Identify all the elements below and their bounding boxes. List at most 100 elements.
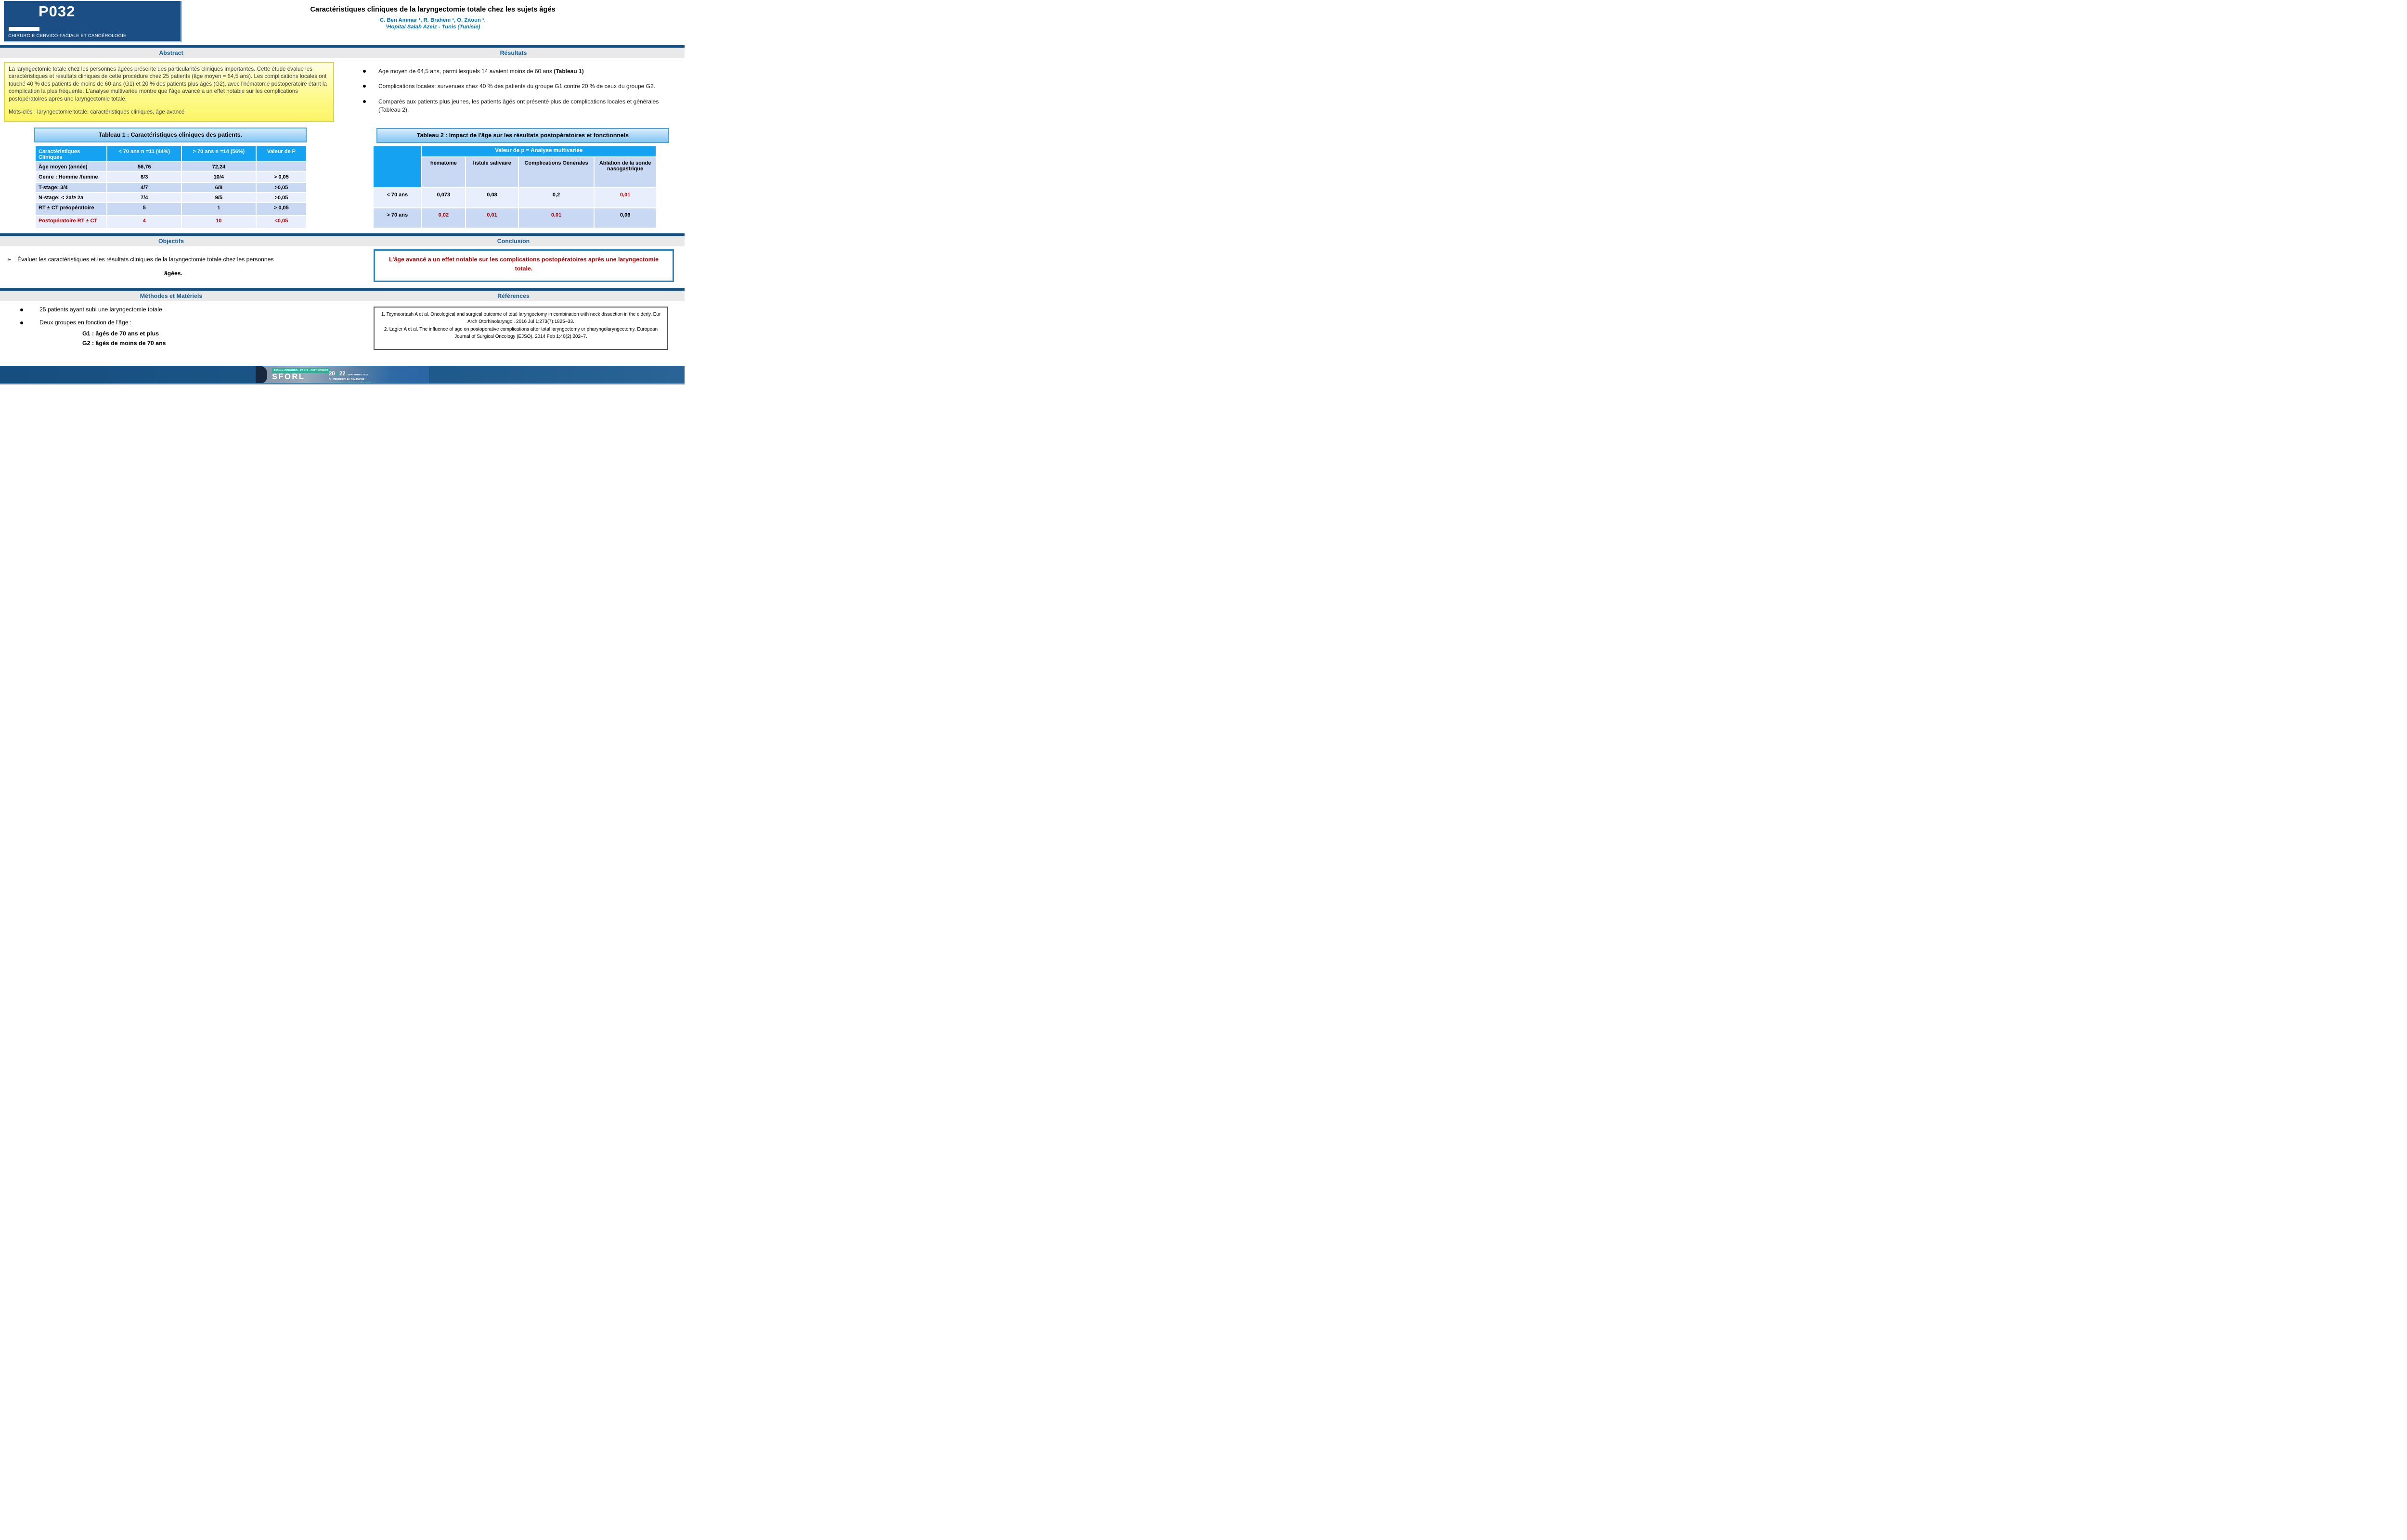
- cell: 10: [182, 216, 256, 228]
- table-row: < 70 ans 0,073 0,08 0,2 0,01: [374, 188, 656, 207]
- face-silhouette-icon: [256, 366, 267, 383]
- row-label: T-stage: 3/4: [36, 183, 107, 192]
- table-row: hématome fistule salivaire Complications…: [374, 157, 656, 187]
- methods-list: 25 patients ayant subi une laryngectomie…: [19, 306, 332, 332]
- row-label: Âge moyen (année): [36, 162, 107, 171]
- bullet-icon: [20, 308, 23, 311]
- header-box: P032 CHIRURGIE CERVICO-FACIALE ET CANCÉR…: [4, 1, 182, 42]
- section-title-objectives: Objectifs: [158, 238, 184, 244]
- cell: 10/4: [182, 172, 256, 182]
- list-item: Age moyen de 64,5 ans, parmi lesquels 14…: [362, 67, 678, 76]
- date-line: 20 22 SEPTEMBRE 2024: [329, 369, 372, 378]
- department-label: CHIRURGIE CERVICO-FACIALE ET CANCÉROLOGI…: [8, 33, 127, 38]
- cell: 0,2: [518, 188, 594, 207]
- divider-middle-2: [0, 288, 685, 291]
- header-dash: [9, 27, 39, 31]
- row-label: Genre : Homme /femme: [36, 172, 107, 182]
- section-title-conclusion: Conclusion: [497, 238, 530, 244]
- affiliation-line: ¹Hopital Salah Azeiz - Tunis (Tunisie): [385, 24, 480, 30]
- table2-caption: Tableau 2 : Impact de l'âge sur les résu…: [376, 128, 669, 143]
- cell: 56,76: [107, 162, 181, 171]
- sforl-logo: SFORL: [272, 372, 305, 381]
- arrow-triangle-icon: [336, 372, 338, 375]
- section-band-2: Objectifs Conclusion: [0, 236, 685, 246]
- cell: 7/4: [107, 193, 181, 202]
- table1: Caractéristiques Cliniques < 70 ans n =1…: [35, 145, 307, 229]
- reference-item: 1. Teymoortash A et al. Oncological and …: [381, 312, 661, 325]
- abstract-box: La laryngectomie totale chez les personn…: [4, 62, 334, 122]
- bullet-icon: [363, 100, 366, 103]
- cell: 0,073: [422, 188, 466, 207]
- row-label: N-stage: < 2a/≥ 2a: [36, 193, 107, 202]
- table-row: Caractéristiques Cliniques < 70 ans n =1…: [36, 146, 306, 161]
- result-text: Age moyen de 64,5 ans, parmi lesquels 14…: [378, 68, 554, 75]
- table2: Valeur de p = Analyse multivariée hémato…: [373, 145, 657, 229]
- abstract-keywords: Mots-clés : laryngectomie totale, caract…: [9, 109, 185, 116]
- date-days: DU VENDREDI AU DIMANCHE: [329, 378, 364, 381]
- cell: 9/5: [182, 193, 256, 202]
- column-header: fistule salivaire: [466, 157, 518, 187]
- list-item: Comparés aux patients plus jeunes, les p…: [362, 98, 678, 115]
- congress-chip: 130ème CONGRÈS - PARIS - CNIT FOREST: [272, 368, 330, 373]
- cell: 0,01: [518, 208, 594, 228]
- poster: P032 CHIRURGIE CERVICO-FACIALE ET CANCÉR…: [0, 0, 685, 385]
- conclusion-box: L'âge avancé a un effet notable sur les …: [374, 249, 674, 282]
- cell: 0,01: [595, 188, 656, 207]
- bullet-icon: [20, 321, 23, 324]
- group-definitions: G1 : âgés de 70 ans et plus G2 : âgés de…: [82, 329, 166, 348]
- header-title-block: Caractéristiques cliniques de la larynge…: [183, 6, 683, 30]
- objectives-line: ➢ Évaluer les caractéristiques et les rés…: [7, 256, 340, 263]
- column-header: Ablation de la sonde nasogastrique: [595, 157, 656, 187]
- column-header: Valeur de P: [256, 146, 306, 161]
- table-row: RT ± CT préopératoire 5 1 > 0,05: [36, 203, 306, 215]
- list-item: 25 patients ayant subi une laryngectomie…: [19, 306, 332, 313]
- result-text: Complications locales: survenues chez 40…: [378, 83, 656, 90]
- divider-top: [0, 45, 685, 48]
- cell: >0,05: [256, 193, 306, 202]
- bullet-icon: [363, 70, 366, 73]
- abstract-text: La laryngectomie totale chez les personn…: [9, 66, 327, 102]
- poster-id: P032: [39, 3, 76, 20]
- result-bold: (Tableau 1): [554, 68, 584, 75]
- table-row: Âge moyen (année) 56,76 72,24: [36, 162, 306, 171]
- authors-line: C. Ben Ammar ¹, R. Brahem ¹, O. Zitoun ¹…: [380, 17, 486, 23]
- cell: 0,01: [466, 208, 518, 228]
- objectives-text: Évaluer les caractéristiques et les résu…: [17, 256, 274, 263]
- section-band-1: Abstract Résultats: [0, 48, 685, 58]
- venue-line: CNIT FOREST - PARIS LA DÉFENSE: [329, 382, 372, 383]
- results-list: Age moyen de 64,5 ans, parmi lesquels 14…: [362, 67, 678, 121]
- cell: 72,24: [182, 162, 256, 171]
- cell: 8/3: [107, 172, 181, 182]
- group-g1: G1 : âgés de 70 ans et plus: [82, 330, 159, 337]
- corner-cell: [374, 146, 421, 187]
- column-header: Complications Générales: [518, 157, 594, 187]
- divider-middle-1: [0, 233, 685, 236]
- section-title-abstract: Abstract: [159, 50, 183, 56]
- congress-banner: 130ème CONGRÈS - PARIS - CNIT FOREST SFO…: [256, 366, 429, 383]
- cell: 0,02: [422, 208, 466, 228]
- method-text: Deux groupes en fonction de l'âge :: [39, 319, 132, 326]
- objectives-block: ➢ Évaluer les caractéristiques et les rés…: [7, 256, 340, 277]
- table-row: Postopératoire RT ± CT 4 10 <0,05: [36, 216, 306, 228]
- row-label: Postopératoire RT ± CT: [36, 216, 107, 228]
- congress-dates: 20 22 SEPTEMBRE 2024 DU VENDREDI AU DIMAN…: [329, 369, 372, 383]
- section-title-results: Résultats: [500, 50, 527, 56]
- cell: <0,05: [256, 216, 306, 228]
- cell: > 0,05: [256, 203, 306, 215]
- date-start: 20: [329, 371, 335, 377]
- cell: 1: [182, 203, 256, 215]
- method-text: 25 patients ayant subi une laryngectomie…: [39, 306, 162, 313]
- row-label: RT ± CT préopératoire: [36, 203, 107, 215]
- cell: 4: [107, 216, 181, 228]
- table1-caption: Tableau 1 : Caractéristiques cliniques d…: [34, 128, 307, 142]
- span-header: Valeur de p = Analyse multivariée: [422, 146, 656, 156]
- bottom-strip: [0, 384, 685, 385]
- column-header: > 70 ans n =14 (56%): [182, 146, 256, 161]
- column-header: Caractéristiques Cliniques: [36, 146, 107, 161]
- row-label: < 70 ans: [374, 188, 421, 207]
- references-box: 1. Teymoortash A et al. Oncological and …: [374, 307, 668, 350]
- table-row: Genre : Homme /femme 8/3 10/4 > 0,05: [36, 172, 306, 182]
- date-month: SEPTEMBRE 2024: [348, 374, 368, 376]
- arrow-bullet-icon: ➢: [7, 256, 12, 263]
- reference-item: 2. Lagier A et al. The influence of age …: [384, 326, 658, 340]
